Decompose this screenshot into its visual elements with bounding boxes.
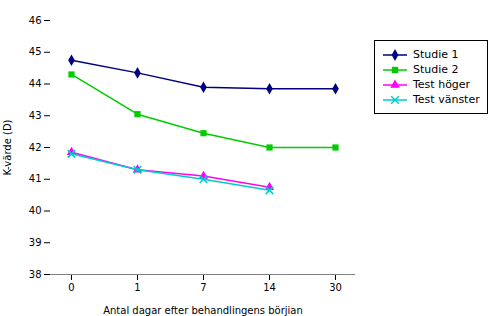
svg-text:K-värde (D): K-värde (D)	[2, 119, 13, 175]
svg-text:38: 38	[29, 269, 42, 280]
html-text:Test höger: Test höger	[413, 78, 471, 91]
svg-text:30: 30	[329, 282, 342, 293]
svg-text:44: 44	[29, 78, 42, 89]
svg-text:7: 7	[200, 282, 206, 293]
svg-text:39: 39	[29, 237, 42, 248]
svg-text:0: 0	[68, 282, 74, 293]
svg-text:Antal dagar efter behandlingen: Antal dagar efter behandlingens börjian	[103, 305, 303, 316]
svg-text:40: 40	[29, 205, 42, 216]
html-text:Studie 2: Studie 2	[413, 63, 459, 76]
svg-text:43: 43	[29, 110, 42, 121]
svg-text:42: 42	[29, 142, 42, 153]
svg-text:41: 41	[29, 173, 42, 184]
svg-text:45: 45	[29, 46, 42, 57]
html-text:Studie 1: Studie 1	[413, 48, 459, 61]
svg-text:1: 1	[134, 282, 140, 293]
html-text:Test vänster: Test vänster	[413, 93, 480, 106]
svg-text:46: 46	[29, 15, 42, 26]
svg-text:14: 14	[263, 282, 276, 293]
